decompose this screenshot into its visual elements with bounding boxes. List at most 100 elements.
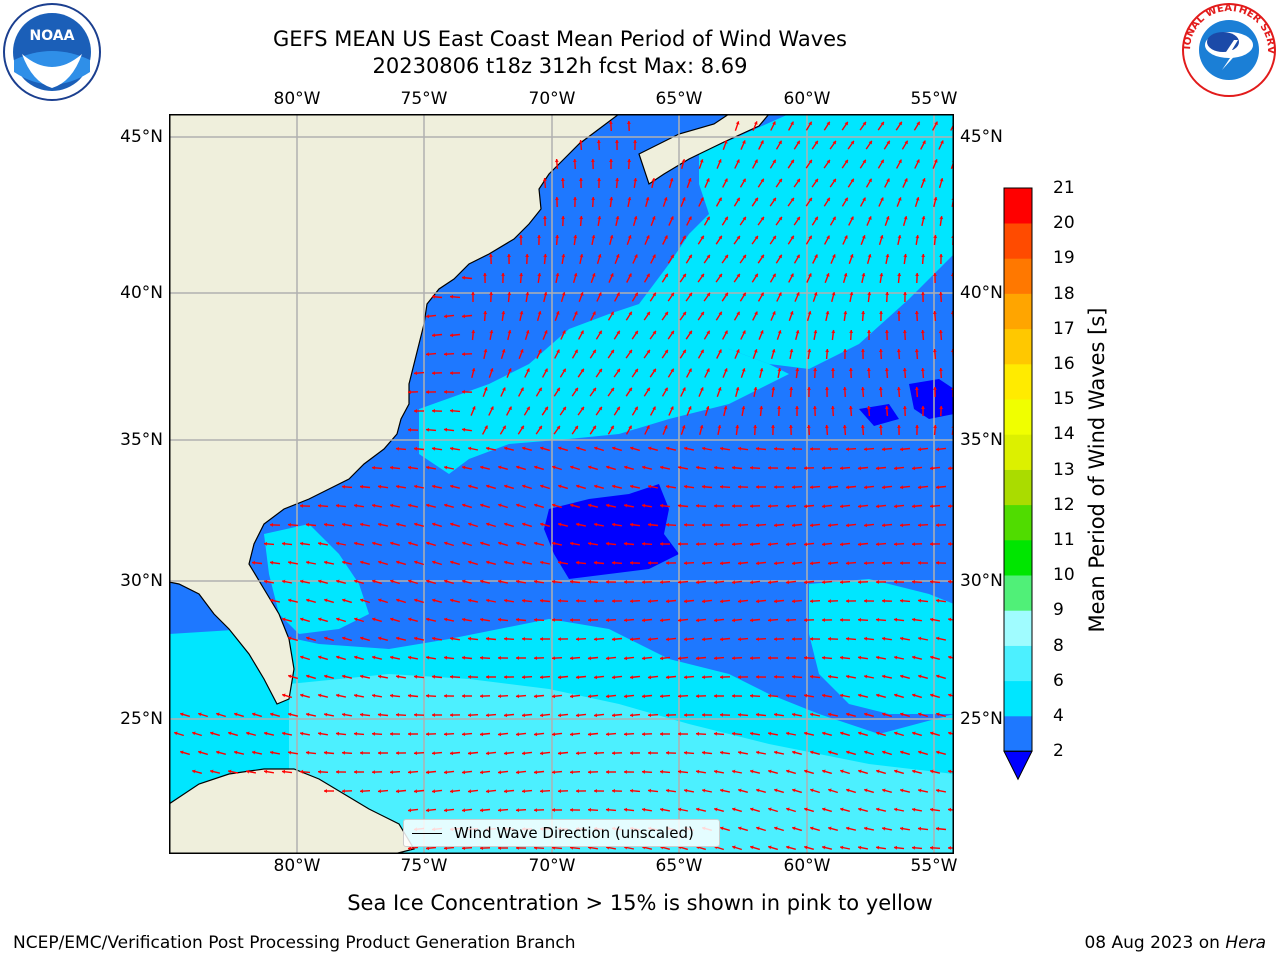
wave-direction-arrow-head xyxy=(588,541,592,546)
wave-direction-arrow-head xyxy=(234,750,238,755)
lat-tick-left: 25°N xyxy=(120,709,163,729)
wave-direction-arrow-head xyxy=(624,694,628,699)
wave-direction-arrow-head xyxy=(609,235,614,239)
wave-direction-arrow-head xyxy=(786,542,790,547)
land-us-east xyxy=(169,114,620,705)
wave-direction-arrow-head xyxy=(840,731,844,736)
wave-direction-arrow-head xyxy=(756,599,760,604)
wave-direction-arrow-head xyxy=(696,542,699,546)
wave-direction-arrow-head xyxy=(714,807,718,812)
wave-direction-arrow-head xyxy=(900,485,904,490)
wave-direction-arrow-head xyxy=(579,254,584,258)
wave-direction-arrow-head xyxy=(354,617,358,622)
wave-direction-arrow-head xyxy=(426,390,429,394)
wave-direction-arrow-head xyxy=(930,845,933,850)
wave-direction-arrow-head xyxy=(555,197,559,200)
wave-direction-arrow-head xyxy=(844,159,848,164)
wave-direction-arrow-head xyxy=(664,235,668,239)
wave-direction-arrow-head xyxy=(624,770,627,774)
wave-direction-arrow-head xyxy=(796,178,800,183)
wave-direction-arrow-head xyxy=(588,618,591,622)
wave-direction-arrow-head xyxy=(768,466,771,470)
wave-direction-arrow-head xyxy=(754,235,758,240)
wave-direction-arrow-head xyxy=(885,216,890,220)
wave-direction-arrow-head xyxy=(684,523,687,527)
wave-direction-arrow-head xyxy=(682,197,686,201)
chart-title-line2: 20230806 t18z 312h fcst Max: 8.69 xyxy=(372,54,748,78)
wave-direction-arrow-head xyxy=(706,330,710,335)
wave-direction-arrow-head xyxy=(646,273,650,278)
wave-direction-arrow-head xyxy=(180,750,184,755)
wave-direction-arrow-head xyxy=(678,769,682,774)
wave-direction-arrow-head xyxy=(786,845,790,850)
wave-direction-arrow-head xyxy=(894,731,898,736)
wave-direction-arrow-head xyxy=(542,178,547,181)
wave-direction-arrow-head xyxy=(828,636,831,641)
wave-direction-arrow-head xyxy=(450,751,454,756)
wave-direction-arrow-head xyxy=(660,618,664,623)
wave-direction-arrow-head xyxy=(504,789,508,794)
wave-direction-arrow-head xyxy=(558,560,562,565)
wave-direction-arrow-head xyxy=(519,235,523,238)
wave-direction-arrow-head xyxy=(936,636,940,641)
wave-direction-arrow-head xyxy=(300,579,304,584)
wave-direction-arrow-head xyxy=(520,387,524,392)
wave-direction-arrow-head xyxy=(504,751,508,756)
wave-direction-arrow-head xyxy=(850,216,854,220)
wave-direction-arrow-head xyxy=(588,656,592,661)
wave-direction-arrow-head xyxy=(354,579,358,584)
wave-direction-arrow-head xyxy=(771,387,776,391)
wave-direction-arrow-head xyxy=(288,712,292,717)
wave-direction-arrow-head xyxy=(741,406,746,410)
colorbar-tick-label: 8 xyxy=(1053,635,1064,656)
map-frame xyxy=(169,114,954,854)
wave-direction-arrow-head xyxy=(714,731,718,736)
wave-direction-arrow-head xyxy=(930,693,934,698)
wave-direction-arrow-head xyxy=(592,387,596,392)
wave-direction-arrow-head xyxy=(810,599,813,604)
wave-direction-arrow-head xyxy=(742,140,746,144)
wave-direction-arrow-head xyxy=(732,580,736,585)
wave-direction-arrow-head xyxy=(760,216,764,221)
wave-direction-arrow-head xyxy=(624,541,628,546)
wave-direction-arrow-head xyxy=(930,504,934,509)
wave-direction-arrow-head xyxy=(810,750,814,755)
wave-direction-arrow-head xyxy=(561,216,565,219)
wave-direction-arrow-head xyxy=(916,121,920,126)
wave-direction-arrow-head xyxy=(252,750,256,755)
wave-direction-arrow-head xyxy=(538,387,542,392)
wave-direction-arrow-head xyxy=(936,826,940,831)
wave-direction-arrow-head xyxy=(342,522,346,527)
wave-direction-arrow-head xyxy=(774,599,778,604)
lon-tick-bottom: 75°W xyxy=(400,856,448,876)
wave-direction-arrow-head xyxy=(896,387,901,391)
wave-direction-arrow-head xyxy=(850,178,854,183)
wave-direction-arrow-head xyxy=(738,788,742,793)
wave-direction-arrow-head xyxy=(651,178,656,182)
wave-direction-arrow-head xyxy=(678,465,682,470)
wave-direction-arrow-head xyxy=(774,826,778,831)
wave-direction-arrow-head xyxy=(768,693,772,698)
wave-direction-arrow-head xyxy=(778,216,782,221)
colorbar-segment xyxy=(1004,328,1032,365)
wave-direction-arrow-head xyxy=(813,368,818,371)
wave-direction-arrow-head xyxy=(664,349,668,354)
wave-direction-arrow-head xyxy=(882,636,886,641)
colorbar-segment xyxy=(1004,188,1032,224)
wave-direction-arrow-head xyxy=(498,579,502,584)
wave-direction-arrow-head xyxy=(486,713,489,718)
wave-direction-arrow-head xyxy=(843,273,848,277)
wave-direction-arrow-head xyxy=(832,140,836,145)
colorbar-segment xyxy=(1004,399,1032,435)
wave-direction-arrow-head xyxy=(921,178,926,182)
wave-direction-arrow-head xyxy=(678,580,682,585)
wave-direction-arrow-head xyxy=(633,216,638,220)
wave-direction-arrow-head xyxy=(936,712,940,717)
wave-direction-arrow-head xyxy=(624,732,627,737)
wave-direction-arrow-head xyxy=(462,314,466,319)
wave-direction-arrow-head xyxy=(735,121,740,125)
wave-direction-arrow-head xyxy=(228,731,232,736)
wave-direction-arrow-head xyxy=(570,579,574,584)
wave-direction-arrow-head xyxy=(804,618,807,623)
wave-direction-arrow-head xyxy=(480,503,484,508)
